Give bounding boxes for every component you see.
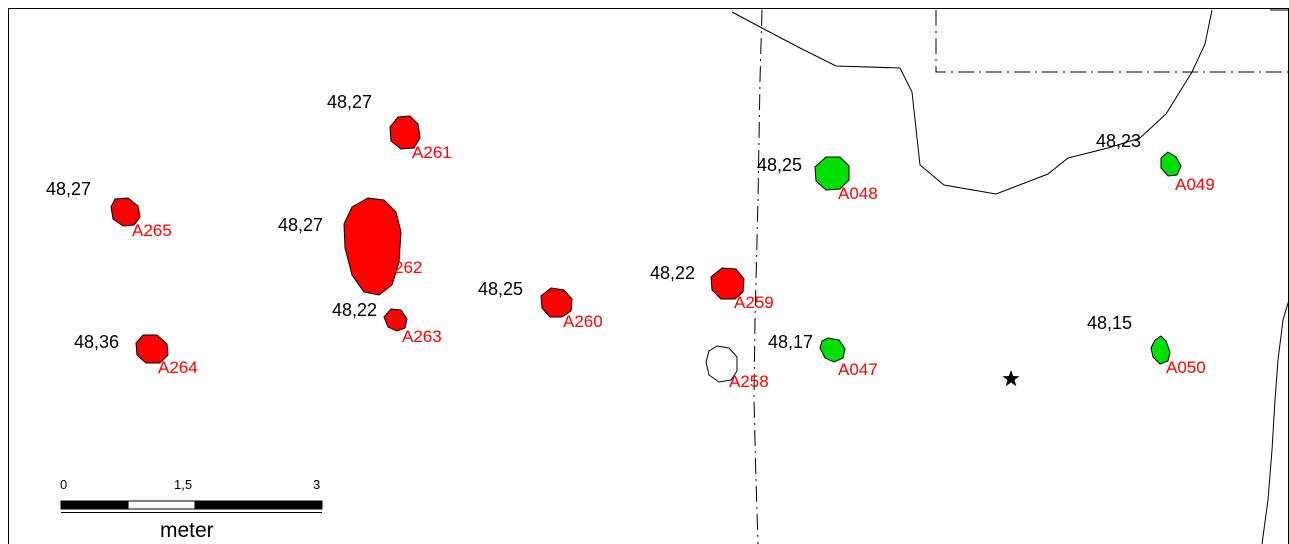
- feature-label-A265: A265: [132, 221, 172, 240]
- scale-segment-3: [194, 500, 323, 510]
- feature-label-A259: A259: [734, 293, 774, 312]
- elevation-label-A260: 48,25: [478, 279, 523, 299]
- feature-label-A262: 262: [394, 258, 422, 277]
- elevation-label-A048: 48,25: [757, 155, 802, 175]
- elevation-label-A050: 48,15: [1087, 313, 1132, 333]
- scale-tick-label-3: 3: [313, 477, 320, 492]
- feature-label-A260: A260: [563, 312, 603, 331]
- feature-label-A049: A049: [1175, 175, 1215, 194]
- excavation-boundary-line: [731, 9, 1213, 195]
- feature-label-A048: A048: [838, 184, 878, 203]
- scale-segment-2: [127, 500, 196, 510]
- feature-label-A258: A258: [729, 372, 769, 391]
- map-frame: [8, 8, 1289, 544]
- elevation-label-A263: 48,22: [332, 300, 377, 320]
- star-icon: [1002, 370, 1020, 387]
- grid-line-trench-outline: [935, 10, 1289, 73]
- grid-line-vertical: [753, 9, 763, 544]
- feature-A050[interactable]: [1150, 335, 1171, 365]
- scale-tick-label-0: 0: [60, 477, 67, 492]
- feature-A263[interactable]: [383, 308, 408, 332]
- elevation-label-A262: 48,27: [278, 215, 323, 235]
- trench-edge-line: [1261, 299, 1289, 544]
- elevation-label-A047: 48,17: [768, 332, 813, 352]
- feature-A260[interactable]: [540, 287, 573, 318]
- elevation-label-A259: 48,22: [650, 263, 695, 283]
- feature-A047[interactable]: [819, 337, 846, 363]
- feature-label-A050: A050: [1166, 358, 1206, 377]
- feature-labels: A261 A265 262 A263 A264 A260 A259 A258 A…: [132, 143, 1215, 391]
- boundary-lines: [731, 9, 1289, 544]
- feature-A262[interactable]: [343, 197, 402, 296]
- scale-bar: 0 1,5 3 meter: [60, 477, 323, 542]
- scale-segment-1: [60, 500, 129, 510]
- feature-label-A263: A263: [402, 327, 442, 346]
- feature-label-A261: A261: [412, 143, 452, 162]
- features: [110, 115, 1182, 383]
- feature-A258[interactable]: [705, 345, 738, 383]
- feature-label-A047: A047: [838, 360, 878, 379]
- feature-label-A264: A264: [158, 358, 198, 377]
- feature-A259[interactable]: [710, 267, 745, 300]
- elevation-label-A261: 48,27: [327, 92, 372, 112]
- elevation-label-A265: 48,27: [46, 179, 91, 199]
- feature-A048[interactable]: [814, 156, 850, 191]
- feature-A264[interactable]: [135, 334, 169, 364]
- feature-A261[interactable]: [389, 115, 421, 150]
- scale-tick-label-1-5: 1,5: [174, 477, 192, 492]
- feature-A049[interactable]: [1160, 151, 1182, 177]
- elevation-label-A049: 48,23: [1096, 131, 1141, 151]
- feature-A265[interactable]: [110, 197, 141, 227]
- elevation-label-A264: 48,36: [74, 332, 119, 352]
- scale-unit-label: meter: [160, 519, 214, 542]
- elevation-labels: 48,27 48,27 48,27 48,22 48,36 48,25 48,2…: [46, 92, 1141, 352]
